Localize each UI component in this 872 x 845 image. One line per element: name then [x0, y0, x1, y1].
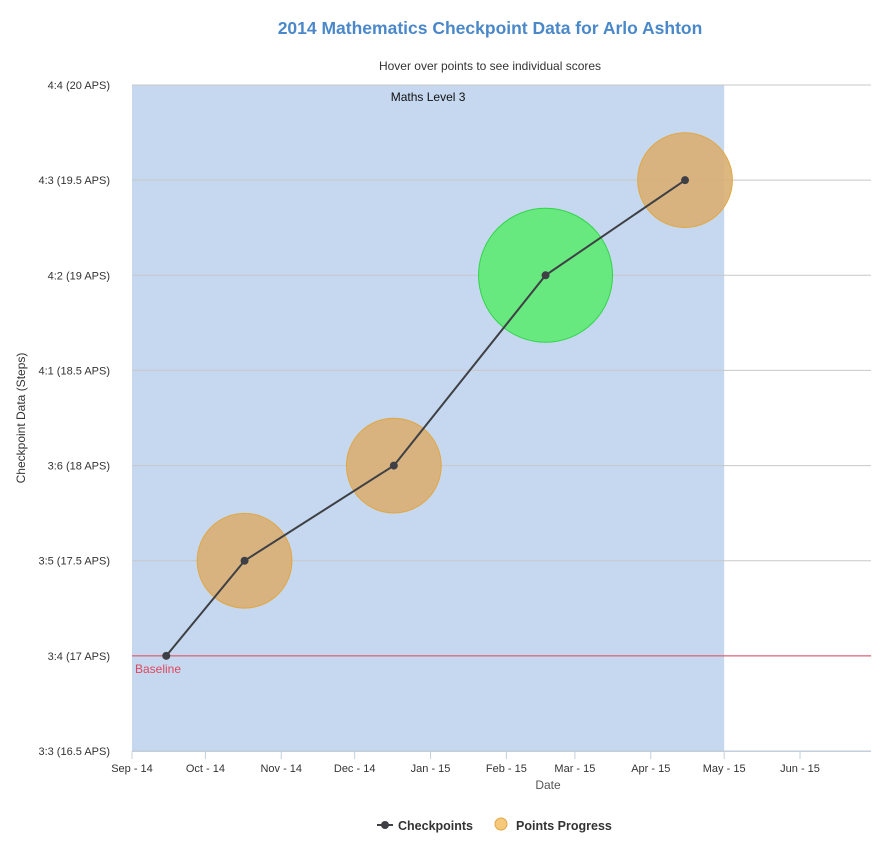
x-tick-label: Mar - 15 — [554, 763, 595, 775]
legend-label: Checkpoints — [398, 819, 473, 833]
checkpoint-point — [240, 556, 249, 565]
x-tick-label: Jun - 15 — [780, 763, 820, 775]
chart-subtitle: Hover over points to see individual scor… — [379, 59, 601, 73]
checkpoint-point — [389, 461, 398, 470]
x-tick-label: Apr - 15 — [631, 763, 670, 775]
y-tick-label: 3:5 (17.5 APS) — [38, 556, 110, 568]
y-tick-label: 3:6 (18 APS) — [48, 461, 110, 473]
x-axis-title: Date — [535, 778, 561, 792]
y-tick-label: 4:1 (18.5 APS) — [38, 365, 110, 377]
x-tick-label: Feb - 15 — [486, 763, 527, 775]
plot-band — [132, 85, 725, 751]
legend-item-checkpoints: Checkpoints — [377, 819, 473, 833]
checkpoint-point — [681, 176, 690, 185]
legend-bubble-swatch — [494, 817, 508, 831]
x-tick-label: May - 15 — [703, 763, 746, 775]
y-tick-label: 4:4 (20 APS) — [48, 80, 110, 92]
y-tick-label: 3:3 (16.5 APS) — [38, 746, 110, 758]
x-tick-label: Jan - 15 — [411, 763, 451, 775]
x-tick-label: Dec - 14 — [334, 763, 376, 775]
x-tick-label: Nov - 14 — [260, 763, 302, 775]
checkpoint-point — [162, 651, 171, 660]
checkpoint-point — [541, 271, 550, 280]
x-tick-label: Sep - 14 — [111, 763, 153, 775]
legend-label: Points Progress — [516, 819, 612, 833]
chart-title: 2014 Mathematics Checkpoint Data for Arl… — [278, 18, 703, 38]
y-tick-label: 3:4 (17 APS) — [48, 651, 110, 663]
legend-marker-swatch — [381, 821, 389, 829]
legend-item-points-progress: Points Progress — [494, 817, 612, 833]
plot-band-label: Maths Level 3 — [391, 90, 466, 104]
y-tick-label: 4:2 (19 APS) — [48, 270, 110, 282]
y-tick-label: 4:3 (19.5 APS) — [38, 175, 110, 187]
y-axis-title: Checkpoint Data (Steps) — [14, 353, 28, 484]
x-tick-label: Oct - 14 — [186, 763, 225, 775]
baseline-label: Baseline — [135, 662, 181, 676]
